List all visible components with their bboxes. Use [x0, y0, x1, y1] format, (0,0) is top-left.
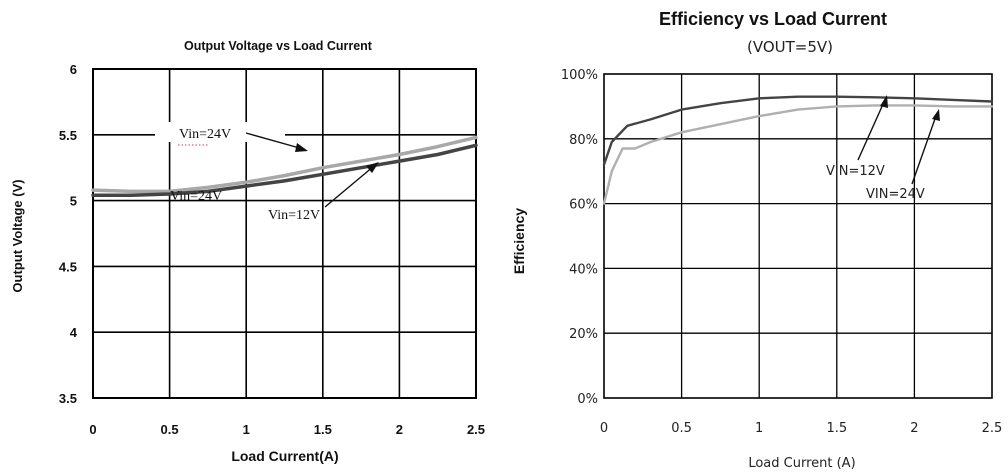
right-y-tick-label: 40%	[569, 262, 598, 277]
right-series-line-1	[602, 95, 994, 166]
left-series-line-1	[91, 135, 478, 194]
left-y-tick-label: 6	[70, 62, 77, 77]
left-x-tick-label: 1.5	[314, 422, 332, 437]
right-arrow-vin12-head	[880, 95, 888, 108]
left-arrow-vin12-shaft	[324, 165, 375, 208]
left-arrow-vin12-head	[366, 162, 379, 173]
right-y-tick-label: 60%	[569, 198, 598, 213]
left-annotation-bg	[155, 122, 285, 142]
right-arrow-vin12-shaft	[857, 101, 885, 161]
left-annotation-vin24-upper: Vin=24V	[179, 127, 231, 142]
left-series-line-2	[91, 143, 478, 198]
right-arrow-vin24-shaft	[911, 115, 937, 185]
left-x-tick-label: 0.5	[161, 422, 179, 437]
right-arrow-vin24-head	[932, 109, 940, 121]
right-x-tick-label: 0.5	[671, 421, 692, 436]
left-chart-title: Output Voltage vs Load Current	[184, 39, 373, 53]
left-y-tick-label: 3.5	[59, 391, 77, 406]
left-annotation-vin12: Vin=12V	[268, 208, 320, 223]
right-x-tick-label: 0	[600, 421, 608, 436]
right-y-tick-label: 80%	[569, 133, 598, 148]
right-chart-title: Efficiency vs Load Current	[659, 9, 887, 29]
efficiency-chart: Efficiency vs Load Current (VOUT=5V) Eff…	[511, 9, 1002, 471]
output-voltage-chart: Output Voltage vs Load Current Output Vo…	[10, 39, 485, 464]
left-y-tick-label: 4.5	[59, 259, 77, 274]
right-x-tick-label: 2.5	[982, 421, 1003, 436]
right-y-tick-label: 0%	[577, 392, 598, 407]
left-y-tick-label: 5.5	[59, 128, 77, 143]
left-plot-frame	[92, 68, 477, 399]
left-annotation-vin24-lower: Vin=24V	[170, 189, 222, 204]
right-annotation-vin24: VIN=24V	[866, 187, 925, 202]
right-x-tick-label: 2	[910, 421, 918, 436]
left-chart-xlabel: Load Current(A)	[231, 448, 338, 464]
left-arrow-vin24-head	[295, 143, 308, 152]
left-y-tick-label: 4	[70, 325, 78, 340]
left-x-tick-label: 0	[89, 422, 96, 437]
left-x-tick-label: 2.5	[467, 422, 485, 437]
right-x-tick-label: 1.5	[826, 421, 847, 436]
right-series-line-2	[602, 104, 994, 205]
right-annotation-vin12: VIN=12V	[826, 164, 885, 179]
right-plot-frame	[603, 73, 993, 399]
left-chart-ylabel: Output Voltage (V)	[10, 179, 25, 292]
right-chart-ylabel: Efficiency	[511, 208, 527, 274]
left-x-tick-label: 1	[243, 422, 250, 437]
left-arrow-vin24-shaft	[245, 132, 304, 150]
left-y-tick-label: 5	[70, 194, 77, 209]
left-x-tick-label: 2	[396, 422, 403, 437]
right-x-tick-label: 1	[755, 421, 763, 436]
right-chart-xlabel: Load Current (A)	[748, 456, 855, 471]
right-y-tick-label: 100%	[561, 68, 598, 83]
right-chart-subtitle: (VOUT=5V)	[747, 38, 833, 56]
right-y-tick-label: 20%	[569, 327, 598, 342]
